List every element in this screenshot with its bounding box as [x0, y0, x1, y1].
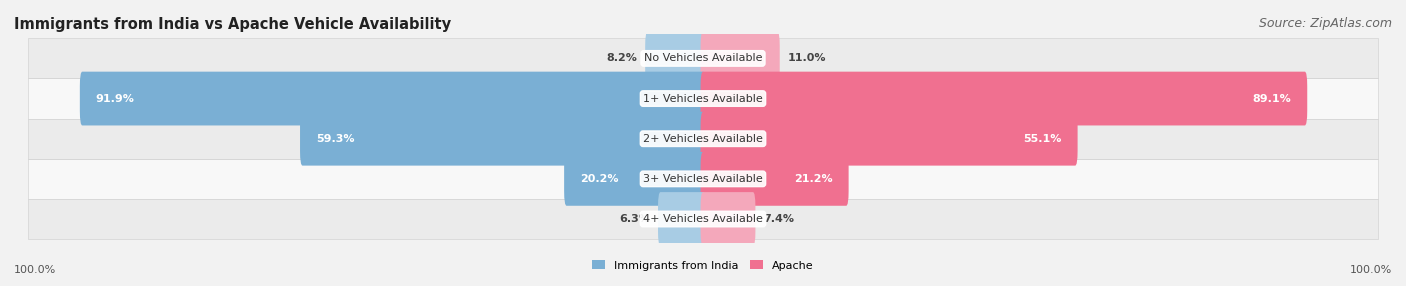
Text: 11.0%: 11.0%	[787, 53, 825, 63]
Bar	[28, 119, 1378, 159]
Text: 89.1%: 89.1%	[1253, 94, 1291, 104]
Text: 100.0%: 100.0%	[14, 265, 56, 275]
Text: 4+ Vehicles Available: 4+ Vehicles Available	[643, 214, 763, 224]
Text: 2+ Vehicles Available: 2+ Vehicles Available	[643, 134, 763, 144]
FancyBboxPatch shape	[645, 31, 706, 85]
FancyBboxPatch shape	[80, 72, 706, 126]
FancyBboxPatch shape	[700, 152, 849, 206]
Bar	[28, 159, 1378, 199]
Text: 20.2%: 20.2%	[581, 174, 619, 184]
FancyBboxPatch shape	[700, 112, 1077, 166]
FancyBboxPatch shape	[700, 72, 1308, 126]
Text: 1+ Vehicles Available: 1+ Vehicles Available	[643, 94, 763, 104]
FancyBboxPatch shape	[658, 192, 706, 246]
FancyBboxPatch shape	[299, 112, 706, 166]
Text: 100.0%: 100.0%	[1350, 265, 1392, 275]
Legend: Immigrants from India, Apache: Immigrants from India, Apache	[588, 256, 818, 275]
FancyBboxPatch shape	[700, 31, 780, 85]
Text: 59.3%: 59.3%	[316, 134, 354, 144]
Bar	[28, 199, 1378, 239]
Text: No Vehicles Available: No Vehicles Available	[644, 53, 762, 63]
Text: Immigrants from India vs Apache Vehicle Availability: Immigrants from India vs Apache Vehicle …	[14, 17, 451, 32]
Text: 7.4%: 7.4%	[763, 214, 794, 224]
Text: Source: ZipAtlas.com: Source: ZipAtlas.com	[1258, 17, 1392, 30]
Bar	[28, 78, 1378, 119]
Text: 91.9%: 91.9%	[96, 94, 135, 104]
FancyBboxPatch shape	[700, 192, 755, 246]
Bar	[28, 38, 1378, 78]
Text: 21.2%: 21.2%	[794, 174, 832, 184]
Text: 3+ Vehicles Available: 3+ Vehicles Available	[643, 174, 763, 184]
FancyBboxPatch shape	[564, 152, 706, 206]
Text: 55.1%: 55.1%	[1024, 134, 1062, 144]
Text: 8.2%: 8.2%	[606, 53, 637, 63]
Text: 6.3%: 6.3%	[620, 214, 651, 224]
